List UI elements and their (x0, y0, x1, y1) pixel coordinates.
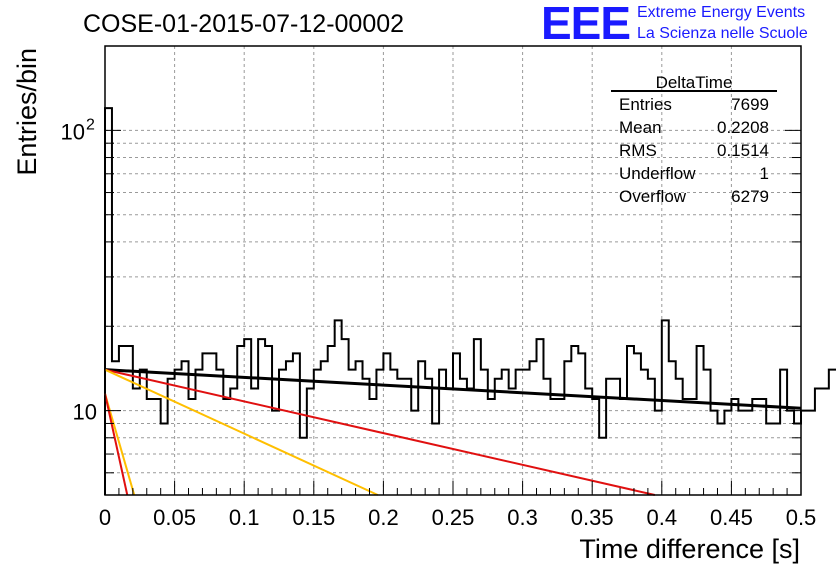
stats-value: 0.2208 (717, 118, 769, 137)
histogram-series (104, 107, 836, 495)
stats-label: RMS (619, 141, 657, 160)
stats-label: Underflow (619, 164, 696, 183)
plot-frame (104, 45, 802, 496)
y-tick-exponent: 2 (86, 116, 95, 133)
x-axis-label: Time difference [s] (579, 534, 800, 564)
x-tick-label: 0.45 (710, 505, 753, 530)
logo-mark: EEE (541, 0, 630, 49)
stats-value: 0.1514 (717, 141, 769, 160)
x-tick-label: 0.5 (786, 505, 817, 530)
stats-value: 1 (760, 164, 769, 183)
stats-label: Mean (619, 118, 662, 137)
stats-value: 6279 (731, 187, 769, 206)
chart-title: COSE-01-2015-07-12-00002 (83, 10, 404, 38)
stats-rows: Entries 7699 Mean 0.2208 RMS 0.1514 Underflow 1… (619, 95, 769, 206)
stats-label: Overflow (619, 187, 687, 206)
x-tick-label: 0.2 (368, 505, 399, 530)
stats-name: DeltaTime (656, 73, 733, 92)
stats-label: Entries (619, 95, 672, 114)
x-tick-label: 0.05 (153, 505, 196, 530)
x-tick-label: 0.1 (229, 505, 260, 530)
y-axis-label: Entries/bin (12, 48, 42, 176)
x-tick-label: 0 (99, 505, 111, 530)
histogram-outline (104, 107, 836, 495)
logo-line1: Extreme Energy Events (637, 4, 805, 21)
eee-logo: EEE Extreme Energy Events La Scienza nel… (541, 0, 808, 49)
x-tick-label: 0.3 (507, 505, 538, 530)
x-tick-label: 0.4 (647, 505, 678, 530)
x-tick-label: 0.25 (432, 505, 475, 530)
stats-box: DeltaTime Entries 7699 Mean 0.2208 RMS 0.1514… (611, 73, 777, 206)
fit-curve (104, 368, 379, 496)
fit-curve (104, 368, 802, 410)
tick-labels: 0 0.05 0.1 0.15 0.2 0.25 0.3 0.35 0.4 0.45 0.51010… (61, 116, 817, 530)
y-tick-label: 10 (61, 119, 85, 144)
x-tick-label: 0.15 (292, 505, 335, 530)
y-tick-label: 10 (73, 400, 97, 425)
stats-value: 7699 (731, 95, 769, 114)
fit-curve (104, 368, 656, 496)
x-tick-label: 0.35 (571, 505, 614, 530)
logo-line2: La Scienza nelle Scuole (637, 25, 808, 42)
grid-lines (105, 46, 801, 495)
